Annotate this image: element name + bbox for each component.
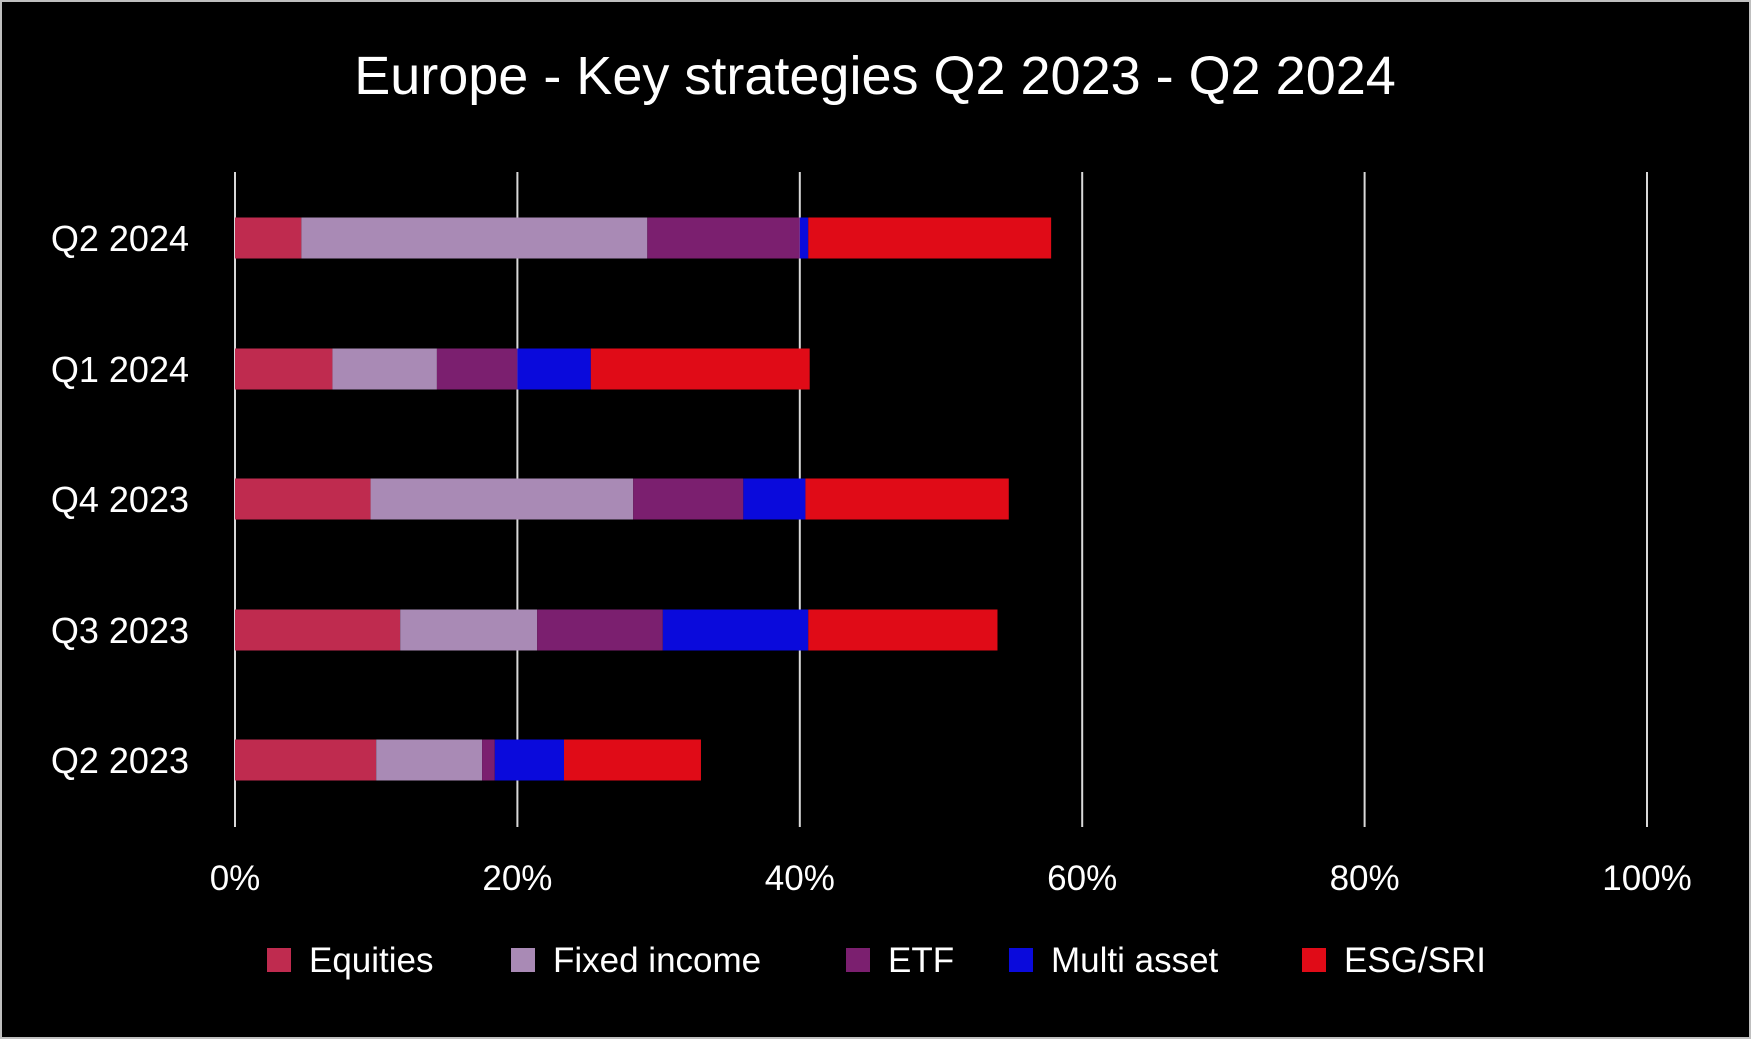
bar-q2-2024-fixed-income	[301, 217, 648, 259]
bar-q3-2023-equities	[235, 609, 401, 651]
x-tick-label-20: 20%	[482, 859, 552, 898]
bar-q2-2023-fixed-income	[376, 739, 483, 781]
legend-swatch-esg-sri	[1302, 948, 1326, 972]
bar-q1-2024-fixed-income	[332, 348, 437, 390]
bar-q1-2024-equities	[235, 348, 333, 390]
x-tick-label-40: 40%	[765, 859, 835, 898]
x-tick-label-0: 0%	[210, 859, 261, 898]
bar-q2-2024-etf	[647, 217, 800, 259]
bars	[235, 217, 1052, 781]
bar-q2-2024-equities	[235, 217, 302, 259]
legend-label-fixed-income: Fixed income	[553, 941, 761, 980]
bar-q2-2023-etf	[482, 739, 495, 781]
x-tick-labels: 0% 20% 40% 60% 80% 100%	[210, 859, 1692, 898]
bar-q3-2023-fixed-income	[400, 609, 538, 651]
legend-swatch-equities	[267, 948, 291, 972]
bar-q3-2023-esg-sri	[808, 609, 998, 651]
legend-label-etf: ETF	[888, 941, 954, 980]
legend-label-equities: Equities	[309, 941, 434, 980]
legend-swatch-etf	[846, 948, 870, 972]
bar-q1-2024-multi-asset	[517, 348, 591, 390]
legend-swatch-multi-asset	[1009, 948, 1033, 972]
x-tick-label-80: 80%	[1330, 859, 1400, 898]
bar-q1-2024-etf	[436, 348, 518, 390]
bar-q4-2023-etf	[633, 478, 744, 520]
bar-q4-2023-multi-asset	[743, 478, 806, 520]
legend-item-etf: ETF	[846, 941, 954, 980]
bar-q2-2023-equities	[235, 739, 377, 781]
bar-q2-2024-multi-asset	[799, 217, 809, 259]
x-tick-label-100: 100%	[1602, 859, 1692, 898]
legend-item-multi-asset: Multi asset	[1009, 941, 1219, 980]
bar-q4-2023-esg-sri	[805, 478, 1009, 520]
legend-swatch-fixed-income	[511, 948, 535, 972]
legend-item-esg-sri: ESG/SRI	[1302, 941, 1486, 980]
bar-q2-2023-multi-asset	[494, 739, 564, 781]
legend-item-equities: Equities	[267, 941, 434, 980]
bar-q3-2023-multi-asset	[662, 609, 809, 651]
category-label-q3-2023: Q3 2023	[51, 610, 189, 651]
x-tick-label-60: 60%	[1047, 859, 1117, 898]
legend-label-multi-asset: Multi asset	[1051, 941, 1219, 980]
bar-q1-2024-esg-sri	[590, 348, 810, 390]
category-label-q2-2023: Q2 2023	[51, 740, 189, 781]
bar-q2-2024-esg-sri	[808, 217, 1052, 259]
category-label-q2-2024: Q2 2024	[51, 218, 189, 259]
bar-q4-2023-equities	[235, 478, 371, 520]
legend-item-fixed-income: Fixed income	[511, 941, 761, 980]
bar-q3-2023-etf	[537, 609, 663, 651]
chart-title: Europe - Key strategies Q2 2023 - Q2 202…	[354, 46, 1396, 106]
bar-q2-2023-esg-sri	[563, 739, 701, 781]
bar-q4-2023-fixed-income	[370, 478, 634, 520]
category-label-q1-2024: Q1 2024	[51, 349, 189, 390]
category-label-q4-2023: Q4 2023	[51, 479, 189, 520]
category-labels: Q2 2024 Q1 2024 Q4 2023 Q3 2023 Q2 2023	[51, 218, 189, 781]
legend-label-esg-sri: ESG/SRI	[1344, 941, 1486, 980]
legend: Equities Fixed income ETF Multi asset ESG/SR…	[267, 941, 1486, 980]
